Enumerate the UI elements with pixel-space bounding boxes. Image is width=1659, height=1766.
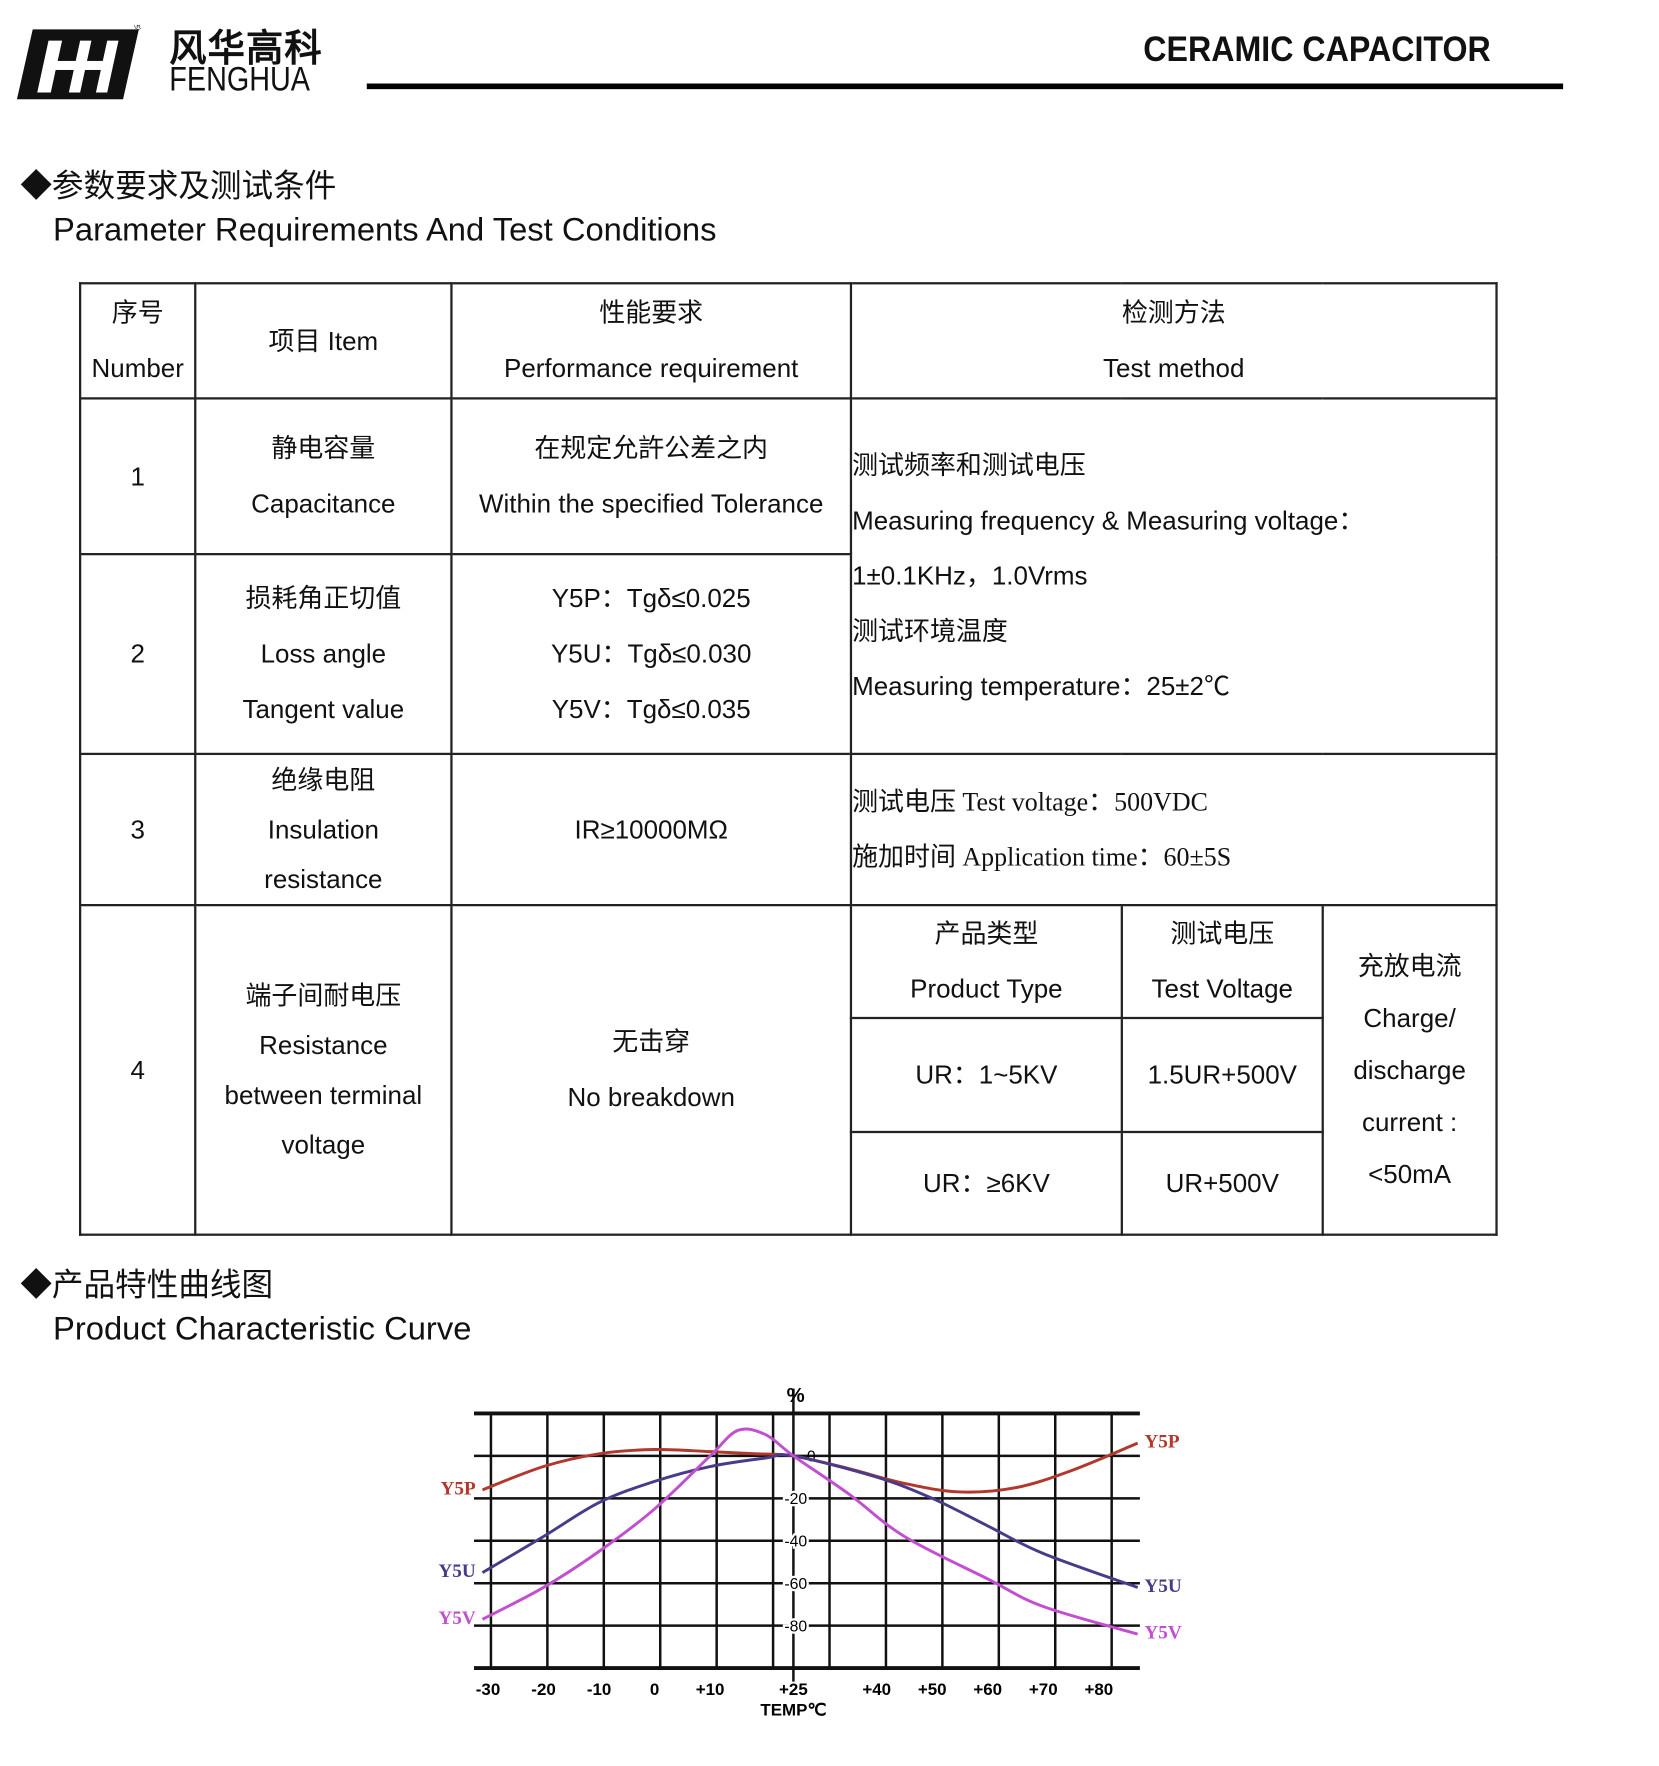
section2-title-en: Product Characteristic Curve (53, 1311, 472, 1348)
series-label-left: Y5V (438, 1608, 475, 1629)
x-tick-label: +40 (862, 1680, 891, 1699)
charge-current: 充放电流 Charge/discharge current : <50mA (1321, 904, 1498, 1236)
series-line-y5v (481, 1427, 1139, 1636)
table-subrow: UR：≥6KV UR+500V (80, 1130, 1496, 1236)
y-tick-label: -60 (784, 1576, 807, 1593)
y-tick-label: -20 (784, 1491, 807, 1508)
series-label-right: Y5P (1144, 1432, 1179, 1453)
row-performance: Y5P：Tgδ≤0.025 Y5U：Tgδ≤0.030 Y5V：Tgδ≤0.035 (450, 553, 853, 756)
table-row: 3 绝缘电阻 Insulation resistance IR≥10000MΩ 测试… (79, 752, 1498, 907)
x-tick-label: +50 (918, 1680, 947, 1699)
header-divider (366, 83, 1564, 90)
x-tick-label: -30 (476, 1680, 500, 1699)
row-performance: 在规定允許公差之内 Within the specified Tolerance (450, 397, 853, 556)
product-type: UR：≥6KV (849, 1130, 1123, 1236)
registered-mark: ® (134, 25, 141, 33)
row-performance: 无击穿 No breakdown (450, 904, 853, 1236)
table-row: 1 静电容量 Capacitance 在规定允許公差之内 Within the sp… (79, 397, 1498, 756)
logo-cn-text: 风华高科 (169, 27, 323, 69)
fenghua-logo-icon: ® (16, 25, 141, 100)
row-number: 2 (79, 553, 197, 756)
parameters-table: 序号 Number 项目 Item 性能要求 Performance require… (79, 282, 1498, 1236)
row-method: 测试电压 Test voltage：500VDC 施加时间 Application… (849, 752, 1498, 907)
x-tick-label: -10 (587, 1680, 611, 1699)
section2-title-cn: ◆产品特性曲线图 (20, 1267, 274, 1303)
y-tick-label: -40 (784, 1533, 807, 1550)
x-tick-label: +25 (779, 1680, 808, 1699)
product-type-header: 产品类型 Product Type (849, 904, 1123, 1020)
series-label-right: Y5V (1144, 1623, 1181, 1644)
y-axis-label: % (787, 1385, 805, 1407)
header-item: 项目 Item (194, 282, 453, 400)
table-header-row: 序号 Number 项目 Item 性能要求 Performance require… (79, 282, 1498, 400)
row-method: 测试频率和测试电压 Measuring frequency & Measuring… (849, 397, 1498, 756)
x-tick-label: 0 (650, 1680, 659, 1699)
row-number: 4 (79, 904, 197, 1236)
document-title: CERAMIC CAPACITOR (1143, 29, 1491, 69)
x-tick-label: +10 (696, 1680, 725, 1699)
y-tick-label: -80 (784, 1618, 807, 1635)
test-voltage: UR+500V (1120, 1130, 1324, 1236)
x-axis-label: TEMP℃ (760, 1700, 826, 1719)
header-method: 检测方法 Test method (849, 282, 1498, 400)
row-item: 静电容量 Capacitance (194, 397, 453, 556)
x-tick-label: +70 (1029, 1680, 1058, 1699)
product-type: UR：1~5KV (849, 1016, 1123, 1134)
section1-title-en: Parameter Requirements And Test Conditio… (53, 212, 717, 249)
row-number: 1 (79, 397, 197, 556)
table-row: 4 端子间耐电压 Resistance between terminal voltag… (79, 904, 1498, 1236)
test-voltage-header: 测试电压 Test Voltage (1120, 904, 1324, 1020)
series-label-left: Y5U (438, 1561, 475, 1582)
header-performance: 性能要求 Performance requirement (450, 282, 853, 400)
row-item: 绝缘电阻 Insulation resistance (194, 752, 453, 907)
series-label-left: Y5P (441, 1478, 476, 1499)
series-label-right: Y5U (1144, 1576, 1181, 1597)
y-tick-label: 0 (807, 1449, 816, 1466)
test-voltage: 1.5UR+500V (1120, 1016, 1324, 1134)
characteristic-curve-chart: % 0 -20 -40 -60 -80 -30 -20 -10 0 +10 +25 +40 +50 +60 +… (438, 1385, 1181, 1719)
x-tick-label: +80 (1084, 1680, 1113, 1699)
row-number: 3 (79, 752, 197, 907)
logo-en-text: FENGHUA (169, 60, 311, 99)
header-number: 序号 Number (79, 282, 197, 400)
table-subrow: UR：1~5KV 1.5UR+500V (80, 1016, 1496, 1134)
section1-title-cn: ◆参数要求及测试条件 (20, 168, 337, 204)
x-tick-label: -20 (531, 1680, 555, 1699)
row-performance: IR≥10000MΩ (450, 752, 853, 907)
row-item: 端子间耐电压 Resistance between terminal voltage (194, 904, 453, 1236)
table-row: 2 损耗角正切值 Loss angle Tangent value Y5P：Tgδ≤… (79, 553, 1496, 756)
series-line-y5u (481, 1453, 1139, 1589)
x-tick-label: +60 (973, 1680, 1002, 1699)
row-item: 损耗角正切值 Loss angle Tangent value (194, 553, 453, 756)
